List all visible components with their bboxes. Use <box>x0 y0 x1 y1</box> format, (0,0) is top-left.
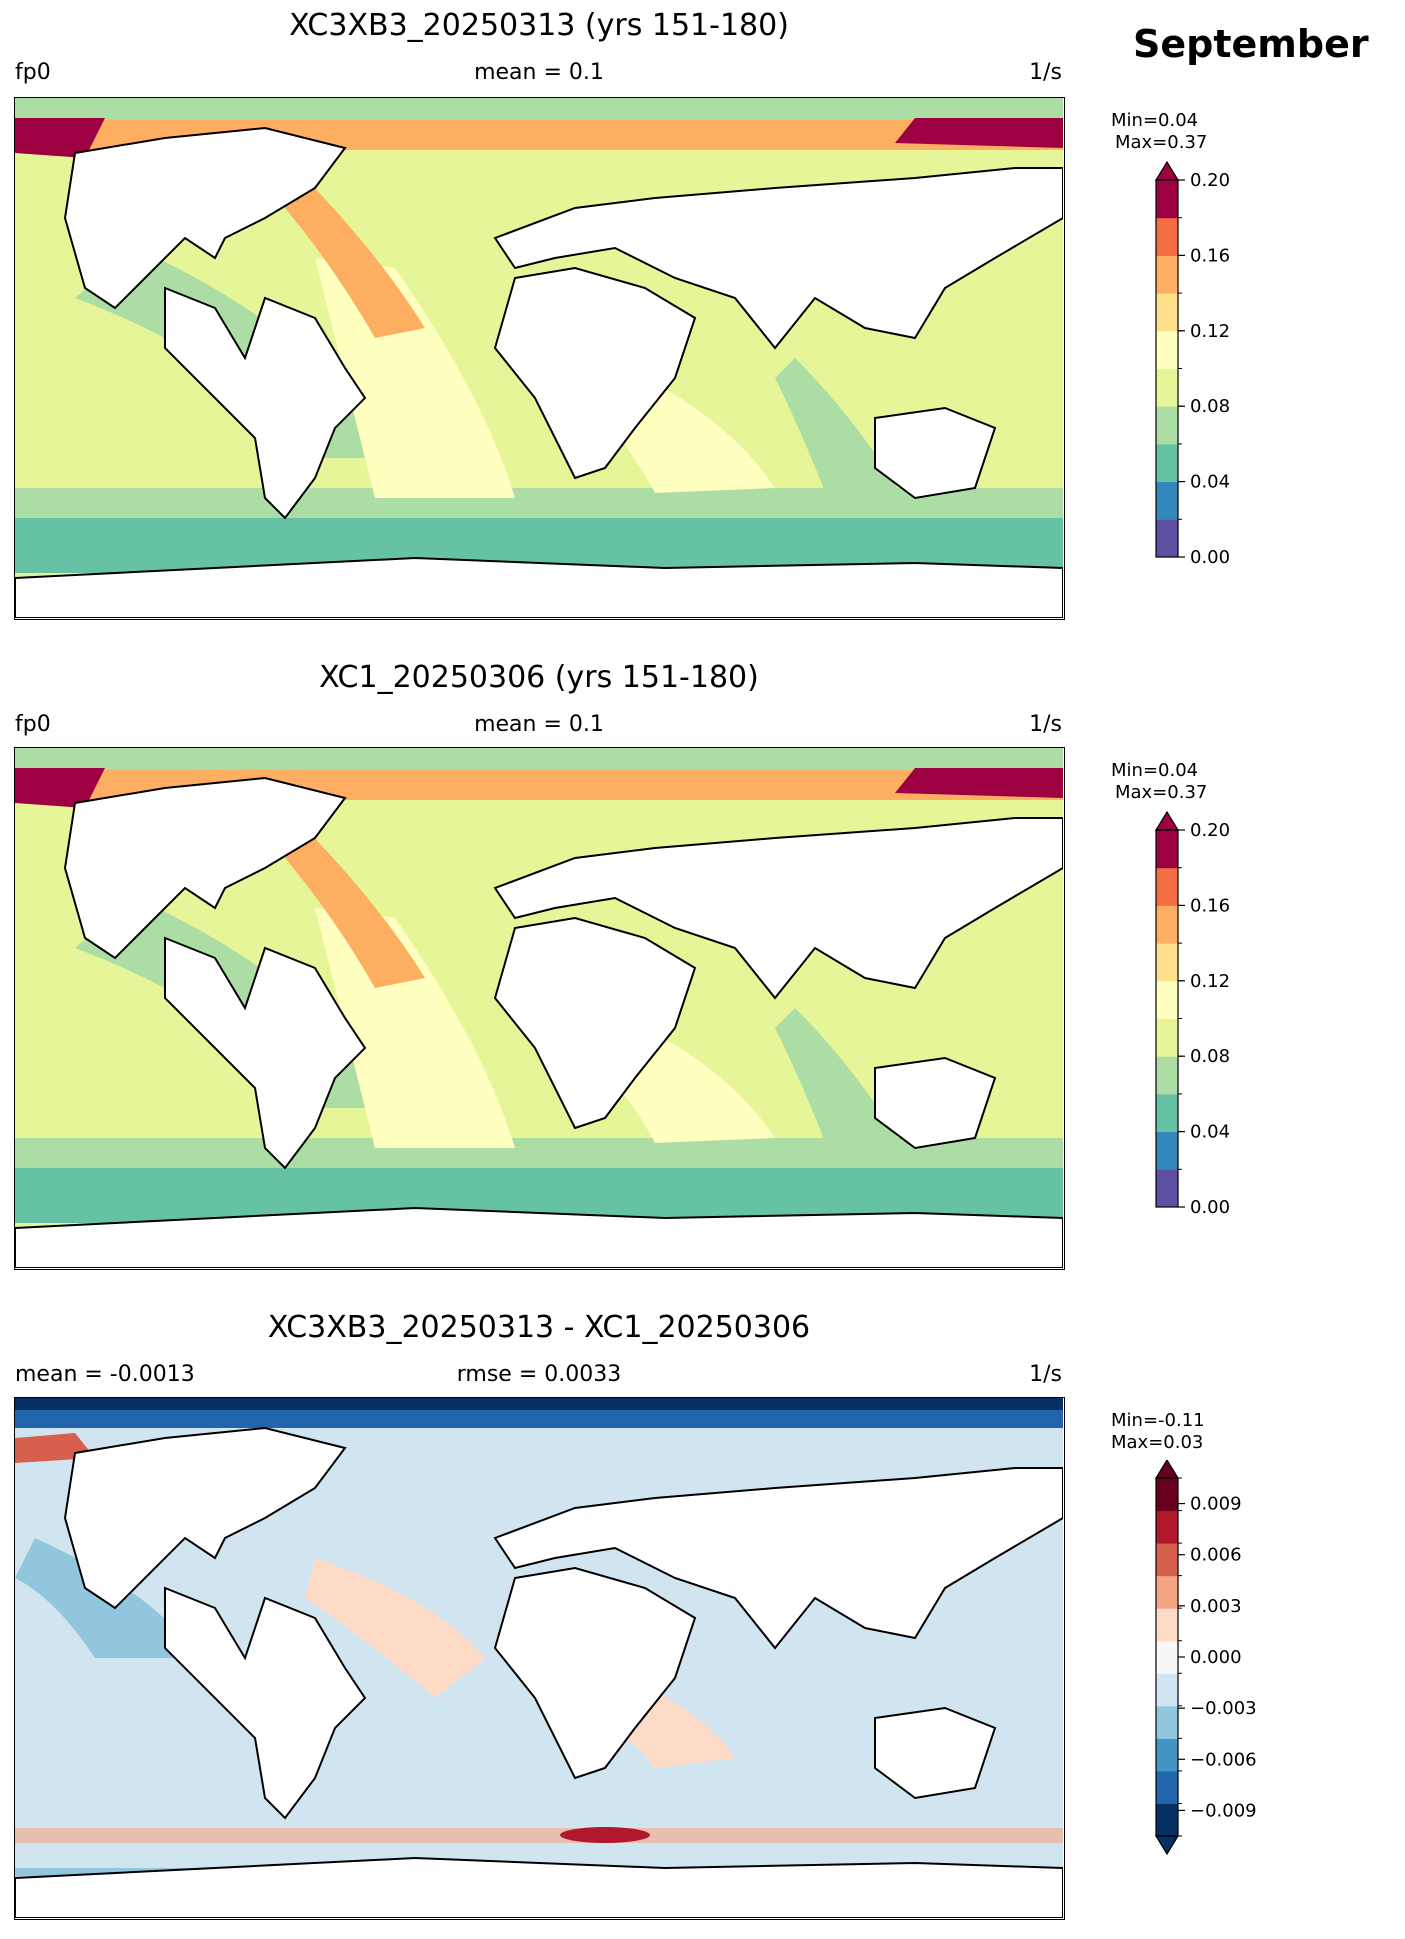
colorbar-segment <box>1156 1478 1178 1512</box>
colorbar-segment <box>1156 180 1178 219</box>
colorbar-segment <box>1156 1803 1178 1837</box>
panel-2-max-text: Max=0.37 <box>1115 782 1208 803</box>
panel-2-colorbar: 0.20 0.16 0.12 0.08 0.04 0.00 <box>1154 810 1230 1218</box>
colorbar-segment <box>1156 217 1178 256</box>
colorbar-segment <box>1156 1738 1178 1772</box>
colorbar-segment <box>1156 1543 1178 1577</box>
panel-1-min-text: Min=0.04 <box>1111 110 1199 131</box>
colorbar-segment <box>1156 1770 1178 1804</box>
colorbar-tick-label: 0.00 <box>1190 547 1230 568</box>
colorbar-segment <box>1156 1093 1178 1133</box>
colorbar-segment <box>1156 1640 1178 1674</box>
panel-2-title: XC1_20250306 (yrs 151-180) <box>319 660 759 695</box>
colorbar-segment <box>1156 867 1178 906</box>
panel-2-units: 1/s <box>1029 712 1062 737</box>
colorbar-tick-label: 0.00 <box>1190 1197 1230 1218</box>
colorbar-segment <box>1156 368 1178 407</box>
colorbar-extend-min <box>1154 1835 1180 1856</box>
panel-3-map <box>14 1397 1065 1920</box>
land-masses <box>15 1426 1063 1918</box>
colorbar-segment <box>1156 293 1178 332</box>
panel-3-mean: mean = -0.0013 <box>15 1362 195 1387</box>
colorbar-segment <box>1156 1510 1178 1544</box>
panel-1-mean: mean = 0.1 <box>474 60 604 85</box>
colorbar-tick-label: 0.16 <box>1190 245 1230 266</box>
colorbar-segment <box>1156 1575 1178 1609</box>
panel-2-variable: fp0 <box>15 712 51 737</box>
panel-3-colorbar: 0.009 0.006 0.003 0.000 −0.003 −0.006 −0.009 <box>1154 1460 1257 1856</box>
colorbar-tick-label: 0.12 <box>1190 971 1230 992</box>
panel-3-max-text: Max=0.03 <box>1111 1432 1204 1453</box>
colorbar-segment <box>1156 519 1178 558</box>
panel-3-min-text: Min=-0.11 <box>1111 1410 1205 1431</box>
colorbar-tick-label: 0.16 <box>1190 895 1230 916</box>
colorbar-segment <box>1156 830 1178 869</box>
colorbar-segment <box>1156 905 1178 944</box>
colorbar-tick-label: 0.003 <box>1190 1596 1242 1617</box>
panel-3-title: XC3XB3_20250313 - XC1_20250306 <box>267 1310 811 1345</box>
colorbar-segment <box>1156 1608 1178 1642</box>
colorbar-tick-label: 0.20 <box>1190 170 1230 191</box>
colorbar-segment <box>1156 1705 1178 1739</box>
colorbar-segment <box>1156 255 1178 294</box>
colorbar-segment <box>1156 443 1178 483</box>
colorbar-segment <box>1156 481 1178 520</box>
colorbar-segment <box>1156 406 1178 445</box>
panel-1-variable: fp0 <box>15 60 51 85</box>
colorbar-segment <box>1156 1673 1178 1707</box>
panel-1-colorbar: 0.20 0.16 0.12 0.08 0.04 0.00 <box>1154 160 1230 568</box>
panel-2-map <box>14 747 1065 1270</box>
colorbar-segment <box>1156 980 1178 1019</box>
colorbar-tick-label: 0.04 <box>1190 472 1230 493</box>
colorbar-tick-label: 0.006 <box>1190 1545 1242 1566</box>
panel-3-rmse: rmse = 0.0033 <box>456 1362 622 1387</box>
colorbar-tick-label: 0.20 <box>1190 820 1230 841</box>
colorbar-segment <box>1156 1018 1178 1057</box>
colorbar-extend-max <box>1154 810 1180 831</box>
colorbar-extend-max <box>1154 1460 1180 1479</box>
colorbar-tick-label: −0.009 <box>1190 1800 1257 1821</box>
month-label: September <box>1133 22 1369 66</box>
panel-2-min-text: Min=0.04 <box>1111 760 1199 781</box>
colorbar-tick-label: 0.000 <box>1190 1647 1242 1668</box>
panel-2-mean: mean = 0.1 <box>474 712 604 737</box>
colorbar-segment <box>1156 330 1178 369</box>
panel-1-title: XC3XB3_20250313 (yrs 151-180) <box>289 8 789 43</box>
panel-1-max-text: Max=0.37 <box>1115 132 1208 153</box>
colorbar-segment <box>1156 1169 1178 1208</box>
colorbar-segment <box>1156 1131 1178 1170</box>
colorbar-tick-label: 0.08 <box>1190 1046 1230 1067</box>
panel-1-units: 1/s <box>1029 60 1062 85</box>
colorbar-tick-label: −0.003 <box>1190 1698 1257 1719</box>
land-masses <box>15 776 1063 1268</box>
colorbar-tick-label: 0.009 <box>1190 1494 1242 1515</box>
colorbar-segment <box>1156 1056 1178 1095</box>
panel-1-map <box>14 97 1065 620</box>
land-masses <box>15 126 1063 618</box>
colorbar-tick-label: 0.12 <box>1190 321 1230 342</box>
colorbar-tick-label: 0.04 <box>1190 1122 1230 1143</box>
panel-3-units: 1/s <box>1029 1362 1062 1387</box>
colorbar-segment <box>1156 943 1178 982</box>
colorbar-tick-label: −0.006 <box>1190 1749 1257 1770</box>
colorbar-tick-label: 0.08 <box>1190 396 1230 417</box>
colorbar-extend-max <box>1154 160 1180 181</box>
